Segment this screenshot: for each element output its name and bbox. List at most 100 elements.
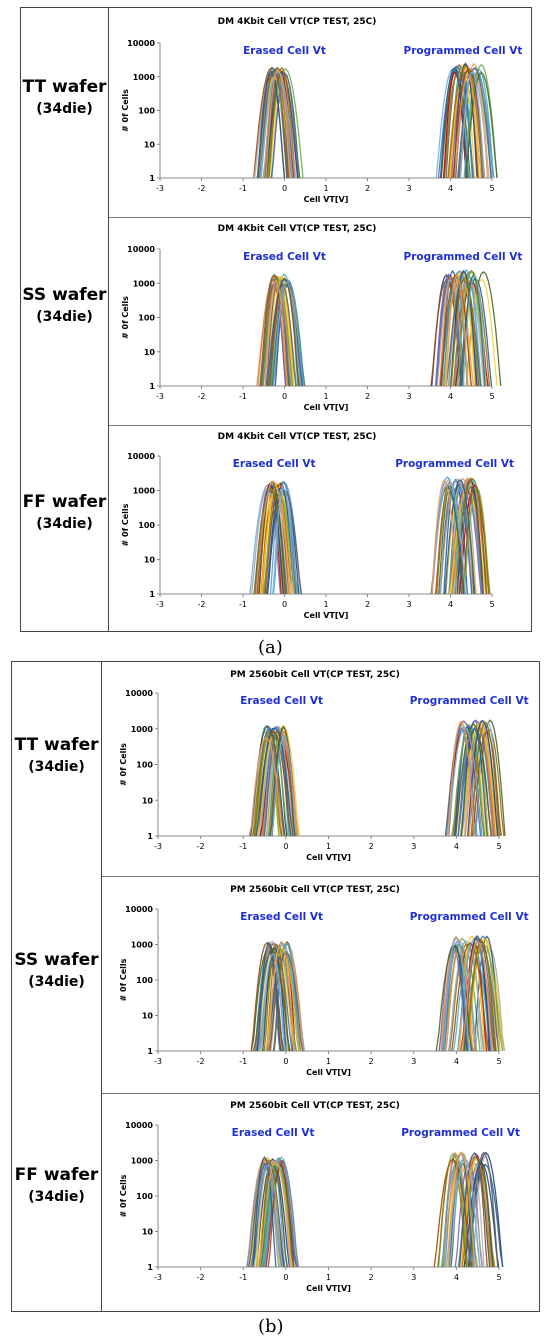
erased-cell-vt-series	[259, 952, 287, 1052]
y-axis-label: # 0f Cells	[119, 958, 128, 1001]
x-tick-label: 2	[369, 842, 374, 851]
x-tick-label: -2	[198, 392, 206, 401]
programmed-cell-vt-series	[439, 67, 469, 179]
erased-cell-vt-series	[259, 69, 289, 179]
erased-cell-vt-series	[265, 70, 299, 179]
programmed-cell-vt-series	[461, 723, 498, 837]
x-tick-label: -1	[239, 392, 247, 401]
y-tick-label: 1000	[131, 1157, 154, 1166]
programmed-cell-vt-series	[454, 477, 490, 595]
erased-cell-vt-series	[249, 483, 287, 595]
programmed-cell-vt-series	[464, 71, 498, 179]
erased-cell-vt-series	[264, 279, 289, 387]
x-tick-label: -3	[156, 600, 164, 609]
chart-title: PM 2560bit Cell VT(CP TEST, 25C)	[230, 670, 400, 680]
x-tick-label: -3	[156, 392, 164, 401]
y-tick-label: 10000	[125, 905, 153, 914]
x-tick-label: 5	[489, 184, 494, 193]
row-title: TT wafer	[22, 77, 107, 97]
erased-cell-vt-series	[270, 734, 298, 837]
y-axis-label: # 0f Cells	[121, 503, 130, 546]
y-tick-label: 10000	[127, 39, 155, 48]
programmed-cell-vt-series	[467, 937, 501, 1052]
programmed-cell-vt-series	[447, 726, 483, 837]
programmed-cell-vt-series	[462, 484, 488, 595]
programmed-cell-vt-series	[442, 936, 470, 1052]
x-tick-label: 4	[454, 842, 459, 851]
y-tick-label: 10000	[127, 452, 155, 461]
erased-cell-vt-series	[267, 941, 296, 1052]
erased-cell-vt-series	[263, 1156, 299, 1268]
programmed-cell-vt-series	[450, 277, 480, 387]
programmed-cell-vt-series	[453, 62, 478, 178]
programmed-cell-vt-series	[461, 939, 494, 1052]
y-tick-label: 1000	[133, 279, 156, 288]
row-subtitle: (34die)	[28, 1189, 85, 1205]
programmed-cell-vt-series	[462, 274, 487, 387]
x-tick-label: 4	[454, 1057, 459, 1066]
y-tick-label: 1	[149, 382, 155, 391]
y-tick-label: 1	[147, 1047, 153, 1056]
erased-cell-vt-series	[268, 277, 300, 387]
y-axis-label: # 0f Cells	[119, 743, 128, 786]
x-tick-label: -1	[239, 842, 247, 851]
x-tick-label: -1	[239, 1057, 247, 1066]
figure-a-frame	[20, 7, 532, 632]
row-subtitle: (34die)	[36, 309, 93, 325]
programmed-cell-vt-series	[453, 73, 482, 179]
programmed-cell-vt-series	[452, 942, 492, 1052]
row-title: TT wafer	[14, 735, 99, 755]
y-tick-label: 10	[142, 796, 154, 805]
x-tick-label: 0	[283, 1057, 288, 1066]
programmed-cell-vt-series	[438, 943, 476, 1052]
x-tick-label: 4	[454, 1273, 459, 1282]
x-tick-label: -3	[154, 842, 162, 851]
row-label-pm-ff: FF wafer (34die)	[11, 1165, 102, 1205]
programmed-cell-vt-series	[437, 65, 475, 179]
programmed-cell-vt-series	[445, 273, 469, 387]
erased-cell-vt-series	[267, 486, 296, 595]
programmed-cell-vt-series	[467, 719, 499, 837]
programmed-cell-vt-series	[465, 63, 498, 179]
row-title: FF wafer	[14, 1165, 99, 1185]
x-tick-label: 3	[411, 1057, 416, 1066]
y-tick-label: 1000	[131, 941, 154, 950]
programmed-cell-vt-series	[458, 485, 484, 595]
programmed-cell-vt-series	[431, 479, 458, 595]
row-subtitle: (34die)	[36, 516, 93, 532]
programmed-cell-vt-series	[460, 727, 488, 837]
programmed-cell-vt-series	[444, 478, 476, 595]
y-tick-label: 1	[147, 1263, 153, 1272]
erased-cell-vt-series	[267, 283, 297, 387]
row-subtitle: (34die)	[36, 101, 93, 117]
programmed-cell-vt-series	[447, 64, 484, 179]
y-axis-label: # 0f Cells	[119, 1174, 128, 1217]
x-tick-label: 2	[365, 392, 370, 401]
erased-annotation: Erased Cell Vt	[243, 45, 326, 57]
x-tick-label: -3	[156, 184, 164, 193]
erased-cell-vt-series	[261, 1166, 295, 1268]
x-tick-label: 0	[282, 392, 287, 401]
row-title: SS wafer	[14, 950, 99, 970]
row-label-pm-tt: TT wafer (34die)	[11, 735, 102, 775]
y-tick-label: 100	[138, 521, 155, 530]
erased-cell-vt-series	[256, 276, 294, 387]
row-title: FF wafer	[22, 492, 107, 512]
x-axis-label: Cell VT[V]	[306, 1284, 351, 1293]
erased-cell-vt-series	[268, 951, 304, 1052]
figure-b-label-column	[11, 661, 102, 1312]
x-tick-label: 0	[282, 184, 287, 193]
figure-b-frame	[11, 661, 540, 1312]
x-tick-label: 2	[365, 184, 370, 193]
erased-cell-vt-series	[272, 487, 296, 595]
row-label-dm-tt: TT wafer (34die)	[20, 77, 109, 117]
programmed-annotation: Programmed Cell Vt	[404, 45, 523, 57]
programmed-cell-vt-series	[450, 270, 478, 387]
x-tick-label: 3	[411, 842, 416, 851]
y-tick-label: 10	[142, 1012, 154, 1021]
x-tick-label: -3	[154, 1273, 162, 1282]
erased-cell-vt-series	[255, 1158, 291, 1268]
programmed-cell-vt-series	[462, 937, 496, 1052]
caption-a: (a)	[258, 637, 283, 658]
